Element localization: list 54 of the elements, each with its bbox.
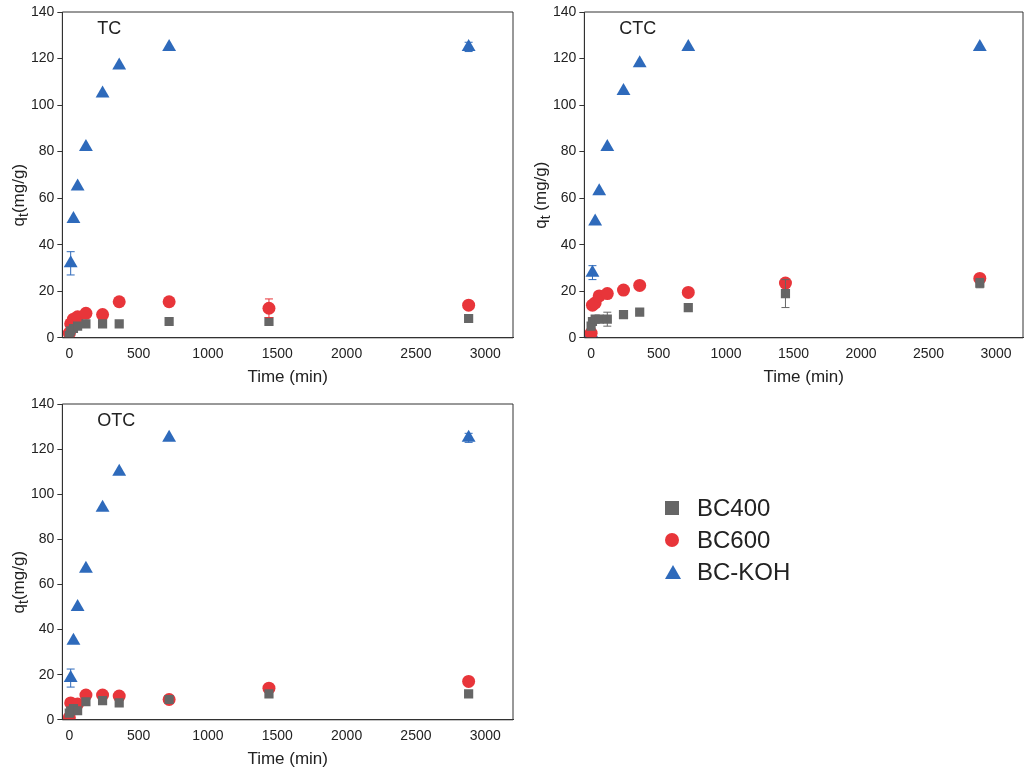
y-tick-label: 20	[38, 665, 55, 682]
y-tick-label: 100	[553, 95, 577, 112]
x-tick-label: 2500	[912, 345, 945, 362]
y-tick-label: 80	[560, 142, 577, 159]
x-tick-label: 1500	[261, 727, 294, 744]
x-tick-label: 2000	[331, 345, 363, 362]
y-tick-label: 140	[553, 2, 577, 19]
chart-title: CTC	[619, 17, 657, 38]
y-tick-label: 100	[31, 95, 55, 112]
x-tick-label: 500	[126, 727, 151, 744]
y-tick-label: 140	[31, 394, 55, 411]
x-tick-label: 1000	[192, 727, 224, 744]
y-tick-label: 20	[38, 282, 55, 299]
x-tick-label: 3000	[469, 727, 502, 744]
y-tick-label: 40	[38, 620, 55, 637]
y-tick-label: 0	[46, 328, 55, 345]
x-tick-label: 500	[126, 345, 151, 362]
y-tick-label: 0	[568, 328, 577, 345]
x-tick-label: 1000	[192, 345, 224, 362]
x-tick-label: 0	[65, 727, 74, 744]
y-tick-label: 60	[560, 189, 577, 206]
y-tick-label: 80	[38, 530, 55, 547]
x-tick-label: 500	[646, 345, 671, 362]
x-tick-label: 1500	[261, 345, 294, 362]
y-tick-label: 120	[31, 439, 55, 456]
y-tick-label: 120	[31, 49, 55, 66]
chart-title: TC	[97, 17, 122, 38]
x-axis-title: Time (min)	[247, 749, 328, 769]
x-tick-label: 0	[65, 345, 74, 362]
y-tick-label: 140	[31, 2, 55, 19]
legend-label: BC600	[697, 526, 771, 554]
y-tick-label: 80	[38, 142, 55, 159]
x-tick-label: 3000	[469, 345, 502, 362]
x-tick-label: 2000	[331, 727, 363, 744]
x-tick-label: 1500	[777, 345, 810, 362]
chart-title: OTC	[97, 409, 136, 430]
y-tick-label: 40	[560, 235, 577, 252]
legend-label: BC400	[697, 494, 771, 522]
x-tick-label: 2500	[400, 727, 432, 744]
legend-label: BC-KOH	[697, 558, 791, 586]
x-axis-title: Time (min)	[763, 367, 844, 387]
y-tick-label: 60	[38, 189, 55, 206]
x-tick-label: 3000	[980, 345, 1012, 362]
x-tick-label: 2000	[845, 345, 877, 362]
x-tick-label: 2500	[400, 345, 432, 362]
y-tick-label: 120	[553, 49, 577, 66]
x-tick-label: 1000	[710, 345, 742, 362]
y-tick-label: 0	[46, 710, 55, 727]
x-axis-title: Time (min)	[247, 367, 328, 387]
x-tick-label: 0	[587, 345, 596, 362]
y-tick-label: 100	[31, 485, 55, 502]
y-tick-label: 20	[560, 282, 577, 299]
y-tick-label: 60	[38, 575, 55, 592]
y-tick-label: 40	[38, 235, 55, 252]
